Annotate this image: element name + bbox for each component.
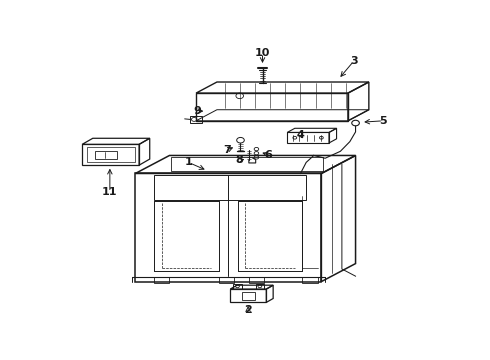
Text: 6: 6 <box>264 150 272 159</box>
Text: 4: 4 <box>296 130 304 140</box>
Text: 9: 9 <box>193 106 201 116</box>
Text: 5: 5 <box>379 116 387 126</box>
Text: 7: 7 <box>223 145 231 155</box>
Text: 1: 1 <box>185 157 193 167</box>
Text: 11: 11 <box>102 187 118 197</box>
Text: 10: 10 <box>255 48 270 58</box>
Text: 8: 8 <box>235 155 243 165</box>
Text: 2: 2 <box>244 305 252 315</box>
Text: 3: 3 <box>350 56 358 66</box>
